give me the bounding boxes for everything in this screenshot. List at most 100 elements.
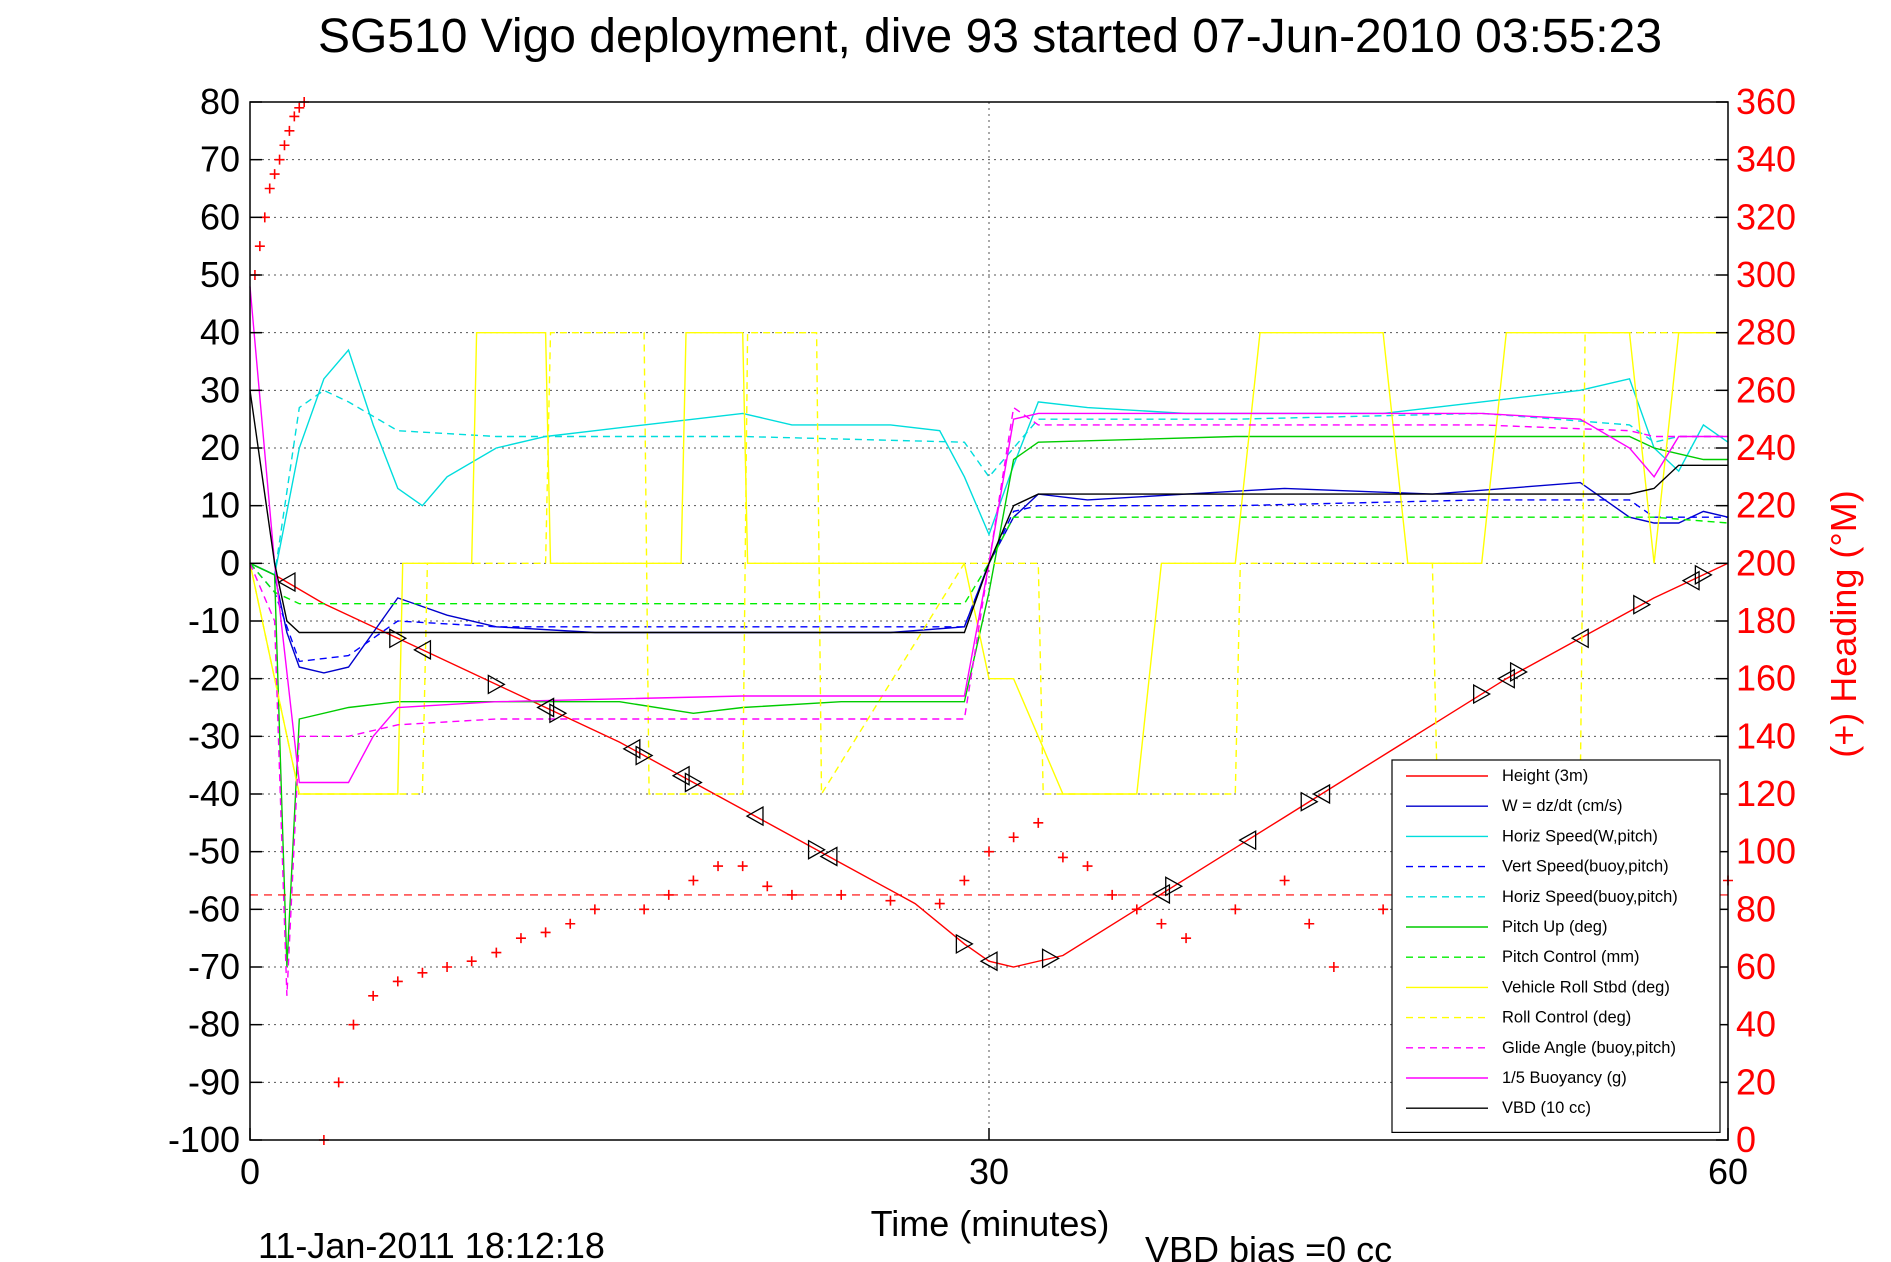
legend-label: Vehicle Roll Stbd (deg) [1502, 978, 1670, 996]
heading-point [1378, 904, 1389, 915]
heading-point [1033, 817, 1044, 828]
y-right-tick-label: 200 [1736, 542, 1796, 583]
heading-point [1304, 918, 1315, 929]
triangle-marker [413, 639, 432, 660]
legend-label: Height (3m) [1502, 767, 1588, 785]
heading-point [279, 140, 290, 151]
triangle-marker [807, 839, 826, 860]
triangle-marker [487, 674, 506, 695]
y-right-tick-label: 140 [1736, 715, 1796, 756]
series-line-10 [249, 286, 1728, 784]
heading-point [713, 861, 724, 872]
series-line-2 [249, 348, 1729, 576]
y-right-tick-label: 260 [1736, 369, 1796, 410]
heading-point [1181, 933, 1192, 944]
heading-point [565, 918, 576, 929]
legend-label: Horiz Speed(buoy,pitch) [1502, 888, 1678, 906]
triangle-marker [1681, 570, 1700, 591]
y-tick-label: -30 [188, 715, 240, 756]
heading-point [934, 898, 945, 909]
y-tick-label: -10 [188, 600, 240, 641]
triangle-marker [1300, 791, 1319, 812]
triangle-marker [979, 951, 998, 972]
triangle-marker [1152, 883, 1171, 905]
heading-point [417, 967, 428, 978]
y-tick-label: 20 [200, 427, 240, 468]
heading-point [639, 904, 650, 915]
triangle-marker [635, 745, 654, 766]
series-line-8 [249, 332, 1728, 797]
y-tick-label: 10 [200, 485, 240, 526]
triangle-marker [1312, 783, 1331, 805]
heading-point [959, 875, 970, 886]
right-axis-label: (+) Heading (°M) [1823, 490, 1864, 757]
y-right-tick-label: 120 [1736, 773, 1796, 814]
heading-point [466, 956, 477, 967]
y-tick-label: -60 [188, 888, 240, 929]
series-line-6 [249, 516, 1729, 605]
y-right-tick-label: 0 [1736, 1119, 1756, 1160]
heading-point [1279, 875, 1290, 886]
y-tick-label: 50 [200, 254, 240, 295]
y-tick-label: -40 [188, 773, 240, 814]
triangle-marker [1570, 628, 1589, 649]
heading-point [284, 125, 295, 136]
triangle-marker [1633, 594, 1652, 615]
heading-point [540, 927, 551, 938]
y-tick-label: -20 [188, 658, 240, 699]
series-line-7 [249, 332, 1728, 795]
y-right-tick-label: 180 [1736, 600, 1796, 641]
x-tick-label: 60 [1708, 1151, 1748, 1192]
y-tick-label: -100 [168, 1119, 240, 1160]
triangle-markers [277, 564, 1713, 972]
heading-point [1008, 832, 1019, 843]
triangle-marker [819, 846, 838, 867]
footer-vbd: VBD bias =0 cc [1145, 1229, 1392, 1262]
footer-date: 11-Jan-2011 18:12:18 [258, 1225, 605, 1262]
x-tick-label: 0 [240, 1151, 260, 1192]
y-right-tick-label: 220 [1736, 485, 1796, 526]
y-tick-label: 80 [200, 81, 240, 122]
chart-title: SG510 Vigo deployment, dive 93 started 0… [318, 10, 1662, 63]
triangle-marker [745, 805, 764, 827]
y-right-tick-label: 360 [1736, 81, 1796, 122]
legend-label: Horiz Speed(W,pitch) [1502, 827, 1658, 845]
y-tick-label: -50 [188, 831, 240, 872]
triangle-marker [1041, 948, 1060, 969]
y-right-tick-label: 300 [1736, 254, 1796, 295]
triangle-marker [684, 772, 703, 793]
heading-point [1156, 918, 1167, 929]
legend-label: VBD (10 cc) [1502, 1099, 1591, 1117]
legend-label: Glide Angle (buoy,pitch) [1502, 1039, 1676, 1057]
triangle-marker [1238, 830, 1257, 851]
heading-point [442, 962, 453, 972]
y-tick-label: 0 [220, 542, 240, 583]
series-line-4 [249, 389, 1728, 576]
triangle-marker [389, 628, 408, 649]
heading-point [289, 111, 300, 122]
legend-label: W = dz/dt (cm/s) [1502, 797, 1623, 815]
x-tick-label: 30 [969, 1151, 1009, 1192]
heading-point [762, 881, 773, 892]
y-right-tick-label: 80 [1736, 888, 1776, 929]
y-right-tick-label: 100 [1736, 831, 1796, 872]
heading-point [984, 846, 994, 857]
heading-point [1230, 904, 1241, 915]
heading-point [885, 895, 896, 906]
y-right-tick-label: 320 [1736, 196, 1796, 237]
series-line-11 [249, 390, 1728, 634]
tick-layer: 80706050403020100-10-20-30-40-50-60-70-8… [168, 81, 1796, 1192]
triangle-marker [549, 703, 568, 724]
y-tick-label: -90 [188, 1061, 240, 1102]
y-tick-label: 30 [200, 369, 240, 410]
legend-label: Pitch Up (deg) [1502, 918, 1607, 936]
y-tick-label: -80 [188, 1004, 240, 1045]
legend-label: Vert Speed(buoy,pitch) [1502, 858, 1669, 876]
heading-point [1328, 962, 1339, 972]
y-tick-label: -70 [188, 946, 240, 987]
y-tick-label: 70 [200, 139, 240, 180]
x-axis-label: Time (minutes) [871, 1203, 1110, 1244]
series-line-0 [249, 562, 1729, 968]
heading-point [368, 990, 379, 1001]
